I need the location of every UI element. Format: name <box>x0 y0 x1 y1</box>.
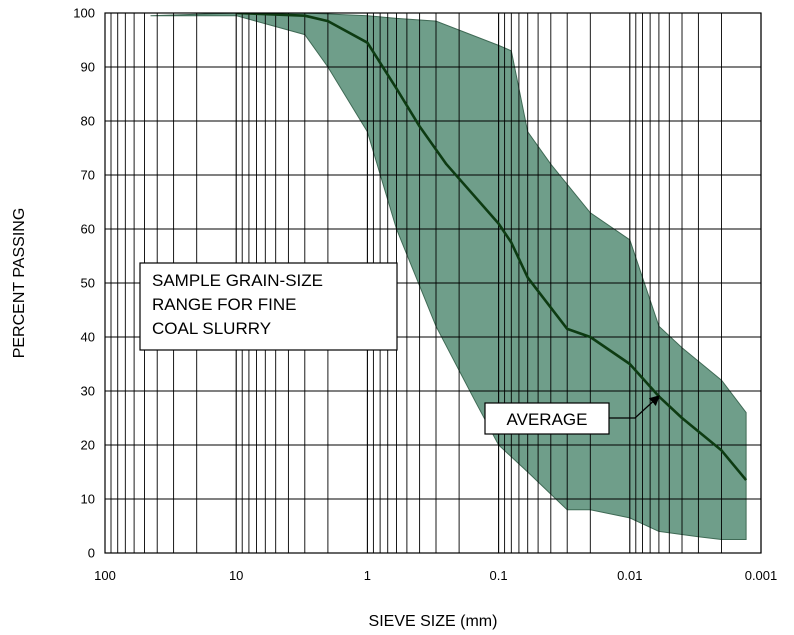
y-tick-label: 70 <box>81 168 95 183</box>
range-annotation-line-2: RANGE FOR FINE <box>152 295 297 314</box>
average-label: AVERAGE <box>507 410 588 429</box>
y-axis-title: PERCENT PASSING <box>11 208 28 359</box>
y-tick-label: 100 <box>73 6 95 21</box>
range-annotation-box <box>139 262 398 351</box>
average-label-box <box>484 402 610 435</box>
x-tick-label: 1 <box>364 568 371 583</box>
average-annotation: AVERAGE <box>484 395 660 435</box>
y-tick-label: 30 <box>81 384 95 399</box>
x-tick-label: 100 <box>94 568 116 583</box>
y-tick-label: 20 <box>81 438 95 453</box>
y-tick-label: 80 <box>81 114 95 129</box>
x-axis-tick-labels: 100 10 1 0.1 0.01 0.001 <box>94 568 777 583</box>
x-tick-label: 10 <box>229 568 243 583</box>
average-series-line <box>236 13 748 481</box>
x-tick-label: 0.1 <box>490 568 508 583</box>
x-axis-title: SIEVE SIZE (mm) <box>369 613 498 630</box>
plot-frame <box>104 12 762 554</box>
range-annotation-line-3: COAL SLURRY <box>152 319 271 338</box>
y-tick-label: 90 <box>81 60 95 75</box>
y-tick-label: 50 <box>81 276 95 291</box>
y-tick-label: 40 <box>81 330 95 345</box>
y-tick-label: 60 <box>81 222 95 237</box>
x-tick-label: 0.01 <box>617 568 642 583</box>
y-tick-label: 0 <box>88 546 95 561</box>
range-annotation: SAMPLE GRAIN-SIZE RANGE FOR FINE COAL SL… <box>139 262 398 351</box>
average-pointer-arrow <box>609 395 660 419</box>
range-annotation-line-1: SAMPLE GRAIN-SIZE <box>152 271 323 290</box>
y-axis-tick-labels: 0 10 20 30 40 50 60 70 80 90 100 <box>73 6 95 561</box>
y-tick-label: 10 <box>81 492 95 507</box>
x-tick-label: 0.001 <box>745 568 778 583</box>
